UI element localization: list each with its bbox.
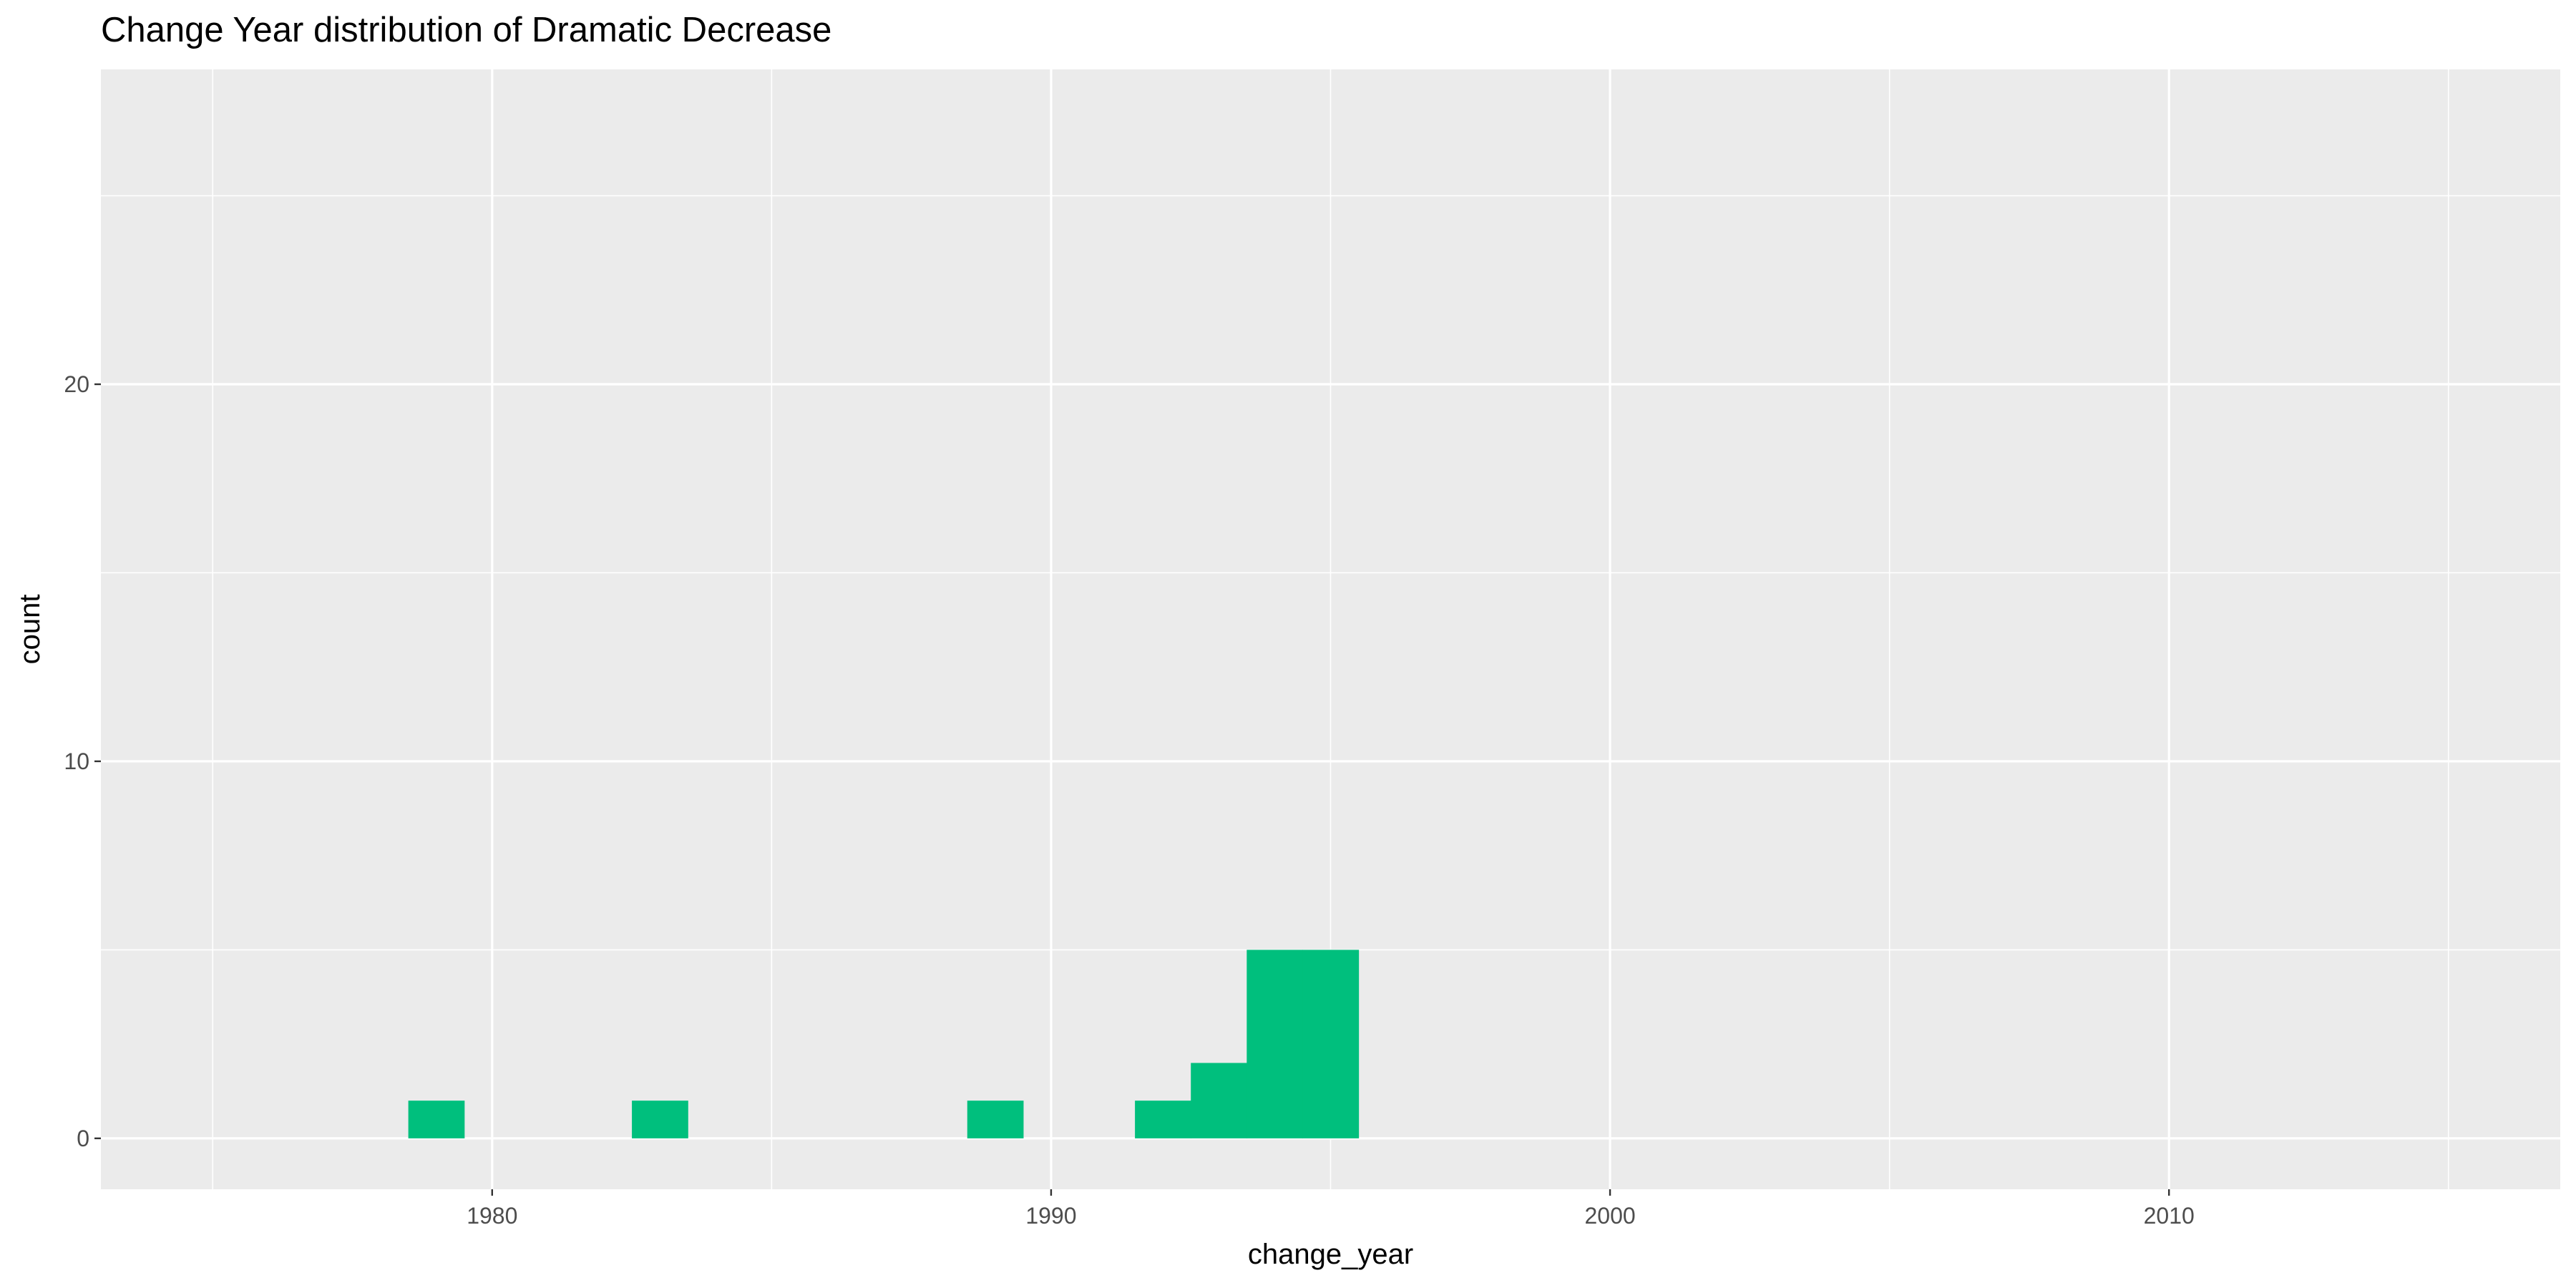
- histogram-bar: [967, 1101, 1024, 1138]
- x-tick-label: 2000: [1584, 1203, 1635, 1229]
- x-tick-label: 1980: [467, 1203, 517, 1229]
- histogram-bar: [632, 1101, 688, 1138]
- histogram-bar: [1135, 1101, 1191, 1138]
- histogram-bar: [1246, 950, 1304, 1138]
- x-tick-label: 2010: [2144, 1203, 2195, 1229]
- y-tick-label: 0: [77, 1126, 89, 1151]
- y-axis-title: count: [14, 595, 46, 665]
- y-tick-label: 20: [64, 371, 89, 397]
- chart-title: Change Year distribution of Dramatic Dec…: [101, 11, 831, 49]
- histogram-bar: [1191, 1063, 1247, 1138]
- histogram-bars: [408, 950, 1360, 1138]
- histogram-bar: [1302, 950, 1360, 1138]
- x-axis-title: change_year: [1248, 1239, 1413, 1270]
- y-tick-label: 10: [64, 748, 89, 774]
- x-tick-label: 1990: [1025, 1203, 1076, 1229]
- minor-gridlines: [101, 69, 2560, 1189]
- x-axis: 1980 1990 2000 2010: [467, 1189, 2195, 1229]
- major-gridlines: [101, 69, 2560, 1189]
- histogram-bar: [408, 1101, 465, 1138]
- y-axis: 0 10 20: [64, 371, 101, 1151]
